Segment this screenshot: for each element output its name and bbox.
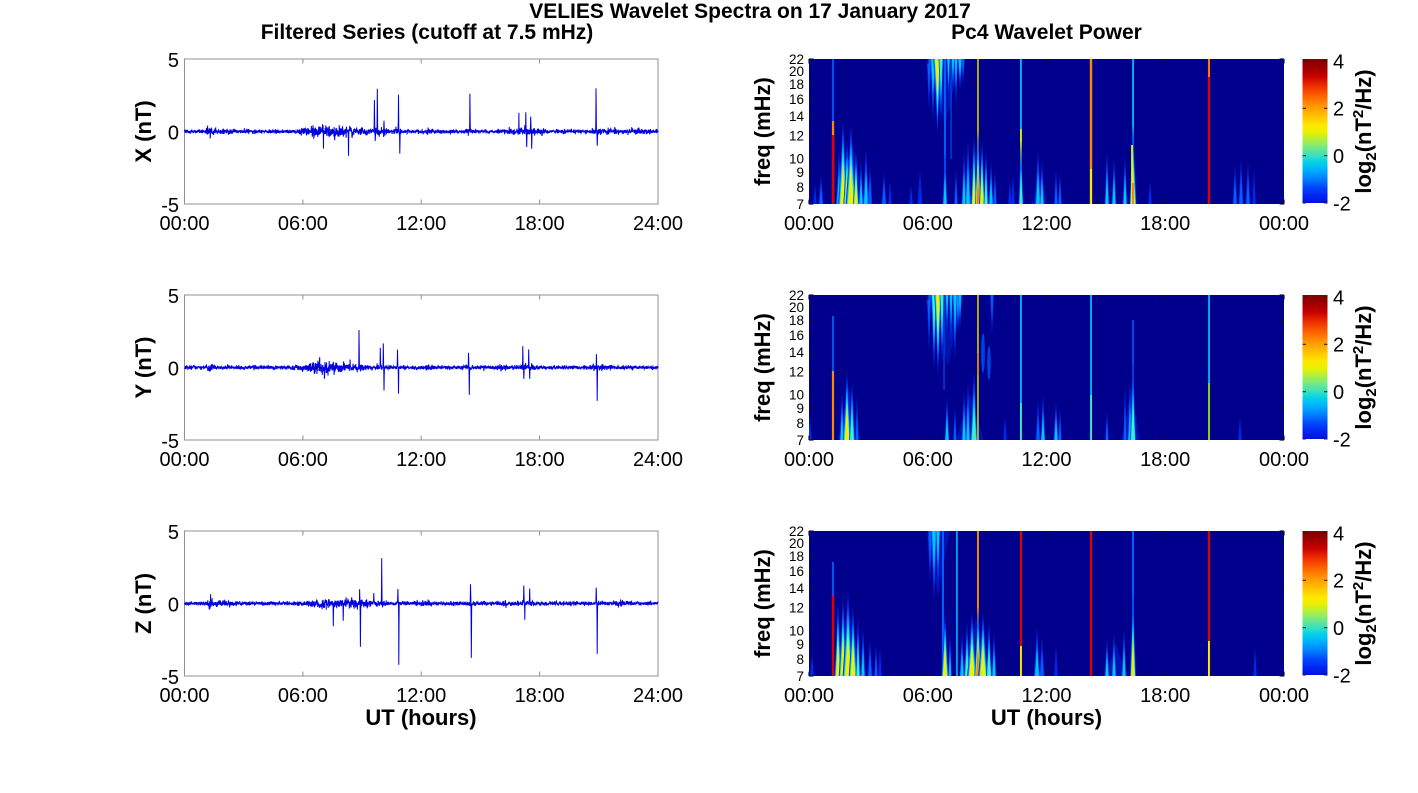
svg-text:log2(nT2/Hz): log2(nT2/Hz) (1350, 69, 1380, 193)
svg-text:06:00: 06:00 (903, 685, 953, 707)
svg-text:5: 5 (168, 522, 179, 544)
svg-text:06:00: 06:00 (278, 449, 328, 471)
svg-text:00:00: 00:00 (1259, 449, 1309, 471)
svg-text:06:00: 06:00 (278, 213, 328, 235)
svg-text:X (nT): X (nT) (131, 100, 156, 162)
svg-text:UT (hours): UT (hours) (365, 705, 476, 730)
svg-text:7: 7 (796, 433, 804, 448)
svg-text:12: 12 (789, 129, 804, 144)
svg-text:00:00: 00:00 (1259, 213, 1309, 235)
svg-text:12: 12 (789, 601, 804, 616)
svg-text:18:00: 18:00 (515, 213, 565, 235)
svg-text:8: 8 (796, 180, 804, 195)
svg-text:9: 9 (796, 637, 804, 652)
svg-text:00:00: 00:00 (159, 213, 209, 235)
svg-text:20: 20 (789, 64, 804, 79)
svg-text:0: 0 (168, 594, 179, 616)
svg-text:16: 16 (789, 564, 804, 579)
svg-text:-5: -5 (161, 431, 179, 453)
svg-text:freq (mHz): freq (mHz) (750, 313, 775, 422)
svg-text:5: 5 (168, 50, 179, 72)
svg-text:22: 22 (789, 52, 804, 67)
svg-text:18:00: 18:00 (1140, 213, 1190, 235)
svg-text:18: 18 (789, 313, 804, 328)
svg-text:14: 14 (789, 581, 805, 596)
svg-text:-2: -2 (1333, 193, 1351, 215)
svg-text:0: 0 (168, 122, 179, 144)
svg-text:12:00: 12:00 (396, 213, 446, 235)
svg-text:0: 0 (1333, 382, 1344, 404)
svg-text:18: 18 (789, 549, 804, 564)
svg-text:7: 7 (796, 669, 804, 684)
svg-text:10: 10 (789, 388, 804, 403)
svg-text:24:00: 24:00 (633, 685, 683, 707)
svg-text:12:00: 12:00 (396, 685, 446, 707)
svg-text:5: 5 (168, 286, 179, 308)
svg-text:0: 0 (1333, 146, 1344, 168)
svg-text:freq (mHz): freq (mHz) (750, 77, 775, 186)
svg-text:24:00: 24:00 (633, 449, 683, 471)
svg-text:Z (nT): Z (nT) (131, 573, 156, 634)
svg-text:-5: -5 (161, 667, 179, 689)
svg-text:00:00: 00:00 (1259, 685, 1309, 707)
svg-text:16: 16 (789, 92, 804, 107)
svg-text:12:00: 12:00 (1021, 449, 1071, 471)
svg-text:2: 2 (1333, 99, 1344, 121)
svg-text:12:00: 12:00 (1021, 213, 1071, 235)
svg-text:4: 4 (1333, 51, 1344, 73)
svg-text:18:00: 18:00 (1140, 449, 1190, 471)
svg-text:8: 8 (796, 652, 804, 667)
svg-text:Y (nT): Y (nT) (131, 337, 156, 399)
svg-text:log2(nT2/Hz): log2(nT2/Hz) (1350, 541, 1380, 665)
svg-text:00:00: 00:00 (159, 449, 209, 471)
svg-text:freq (mHz): freq (mHz) (750, 549, 775, 658)
svg-text:-2: -2 (1333, 429, 1351, 451)
svg-text:20: 20 (789, 300, 804, 315)
svg-text:18:00: 18:00 (515, 685, 565, 707)
svg-text:18: 18 (789, 77, 804, 92)
svg-text:Filtered Series (cutoff at 7.5: Filtered Series (cutoff at 7.5 mHz) (261, 21, 594, 44)
svg-text:4: 4 (1333, 523, 1344, 545)
svg-text:-2: -2 (1333, 665, 1351, 687)
svg-text:9: 9 (796, 401, 804, 416)
svg-text:0: 0 (1333, 618, 1344, 640)
svg-text:2: 2 (1333, 571, 1344, 593)
svg-text:12:00: 12:00 (396, 449, 446, 471)
svg-text:22: 22 (789, 288, 804, 303)
svg-text:06:00: 06:00 (278, 685, 328, 707)
svg-text:06:00: 06:00 (903, 449, 953, 471)
svg-text:22: 22 (789, 524, 804, 539)
svg-text:log2(nT2/Hz): log2(nT2/Hz) (1350, 305, 1380, 429)
svg-text:16: 16 (789, 328, 804, 343)
svg-text:00:00: 00:00 (784, 449, 834, 471)
svg-text:12:00: 12:00 (1021, 685, 1071, 707)
svg-text:20: 20 (789, 536, 804, 551)
svg-text:-5: -5 (161, 195, 179, 217)
svg-text:00:00: 00:00 (784, 213, 834, 235)
svg-text:00:00: 00:00 (784, 685, 834, 707)
svg-text:7: 7 (796, 197, 804, 212)
svg-text:18:00: 18:00 (515, 449, 565, 471)
svg-text:12: 12 (789, 365, 804, 380)
svg-text:00:00: 00:00 (159, 685, 209, 707)
svg-text:UT (hours): UT (hours) (991, 705, 1102, 730)
svg-text:18:00: 18:00 (1140, 685, 1190, 707)
svg-text:Pc4 Wavelet Power: Pc4 Wavelet Power (951, 21, 1142, 44)
svg-text:14: 14 (789, 345, 805, 360)
svg-text:2: 2 (1333, 335, 1344, 357)
svg-text:0: 0 (168, 358, 179, 380)
svg-text:10: 10 (789, 152, 804, 167)
svg-text:10: 10 (789, 624, 804, 639)
svg-text:8: 8 (796, 416, 804, 431)
svg-text:4: 4 (1333, 287, 1344, 309)
svg-text:9: 9 (796, 165, 804, 180)
svg-text:06:00: 06:00 (903, 213, 953, 235)
svg-text:14: 14 (789, 109, 805, 124)
svg-text:VELIES Wavelet Spectra on 17 J: VELIES Wavelet Spectra on 17 January 201… (529, 0, 971, 23)
svg-text:24:00: 24:00 (633, 213, 683, 235)
